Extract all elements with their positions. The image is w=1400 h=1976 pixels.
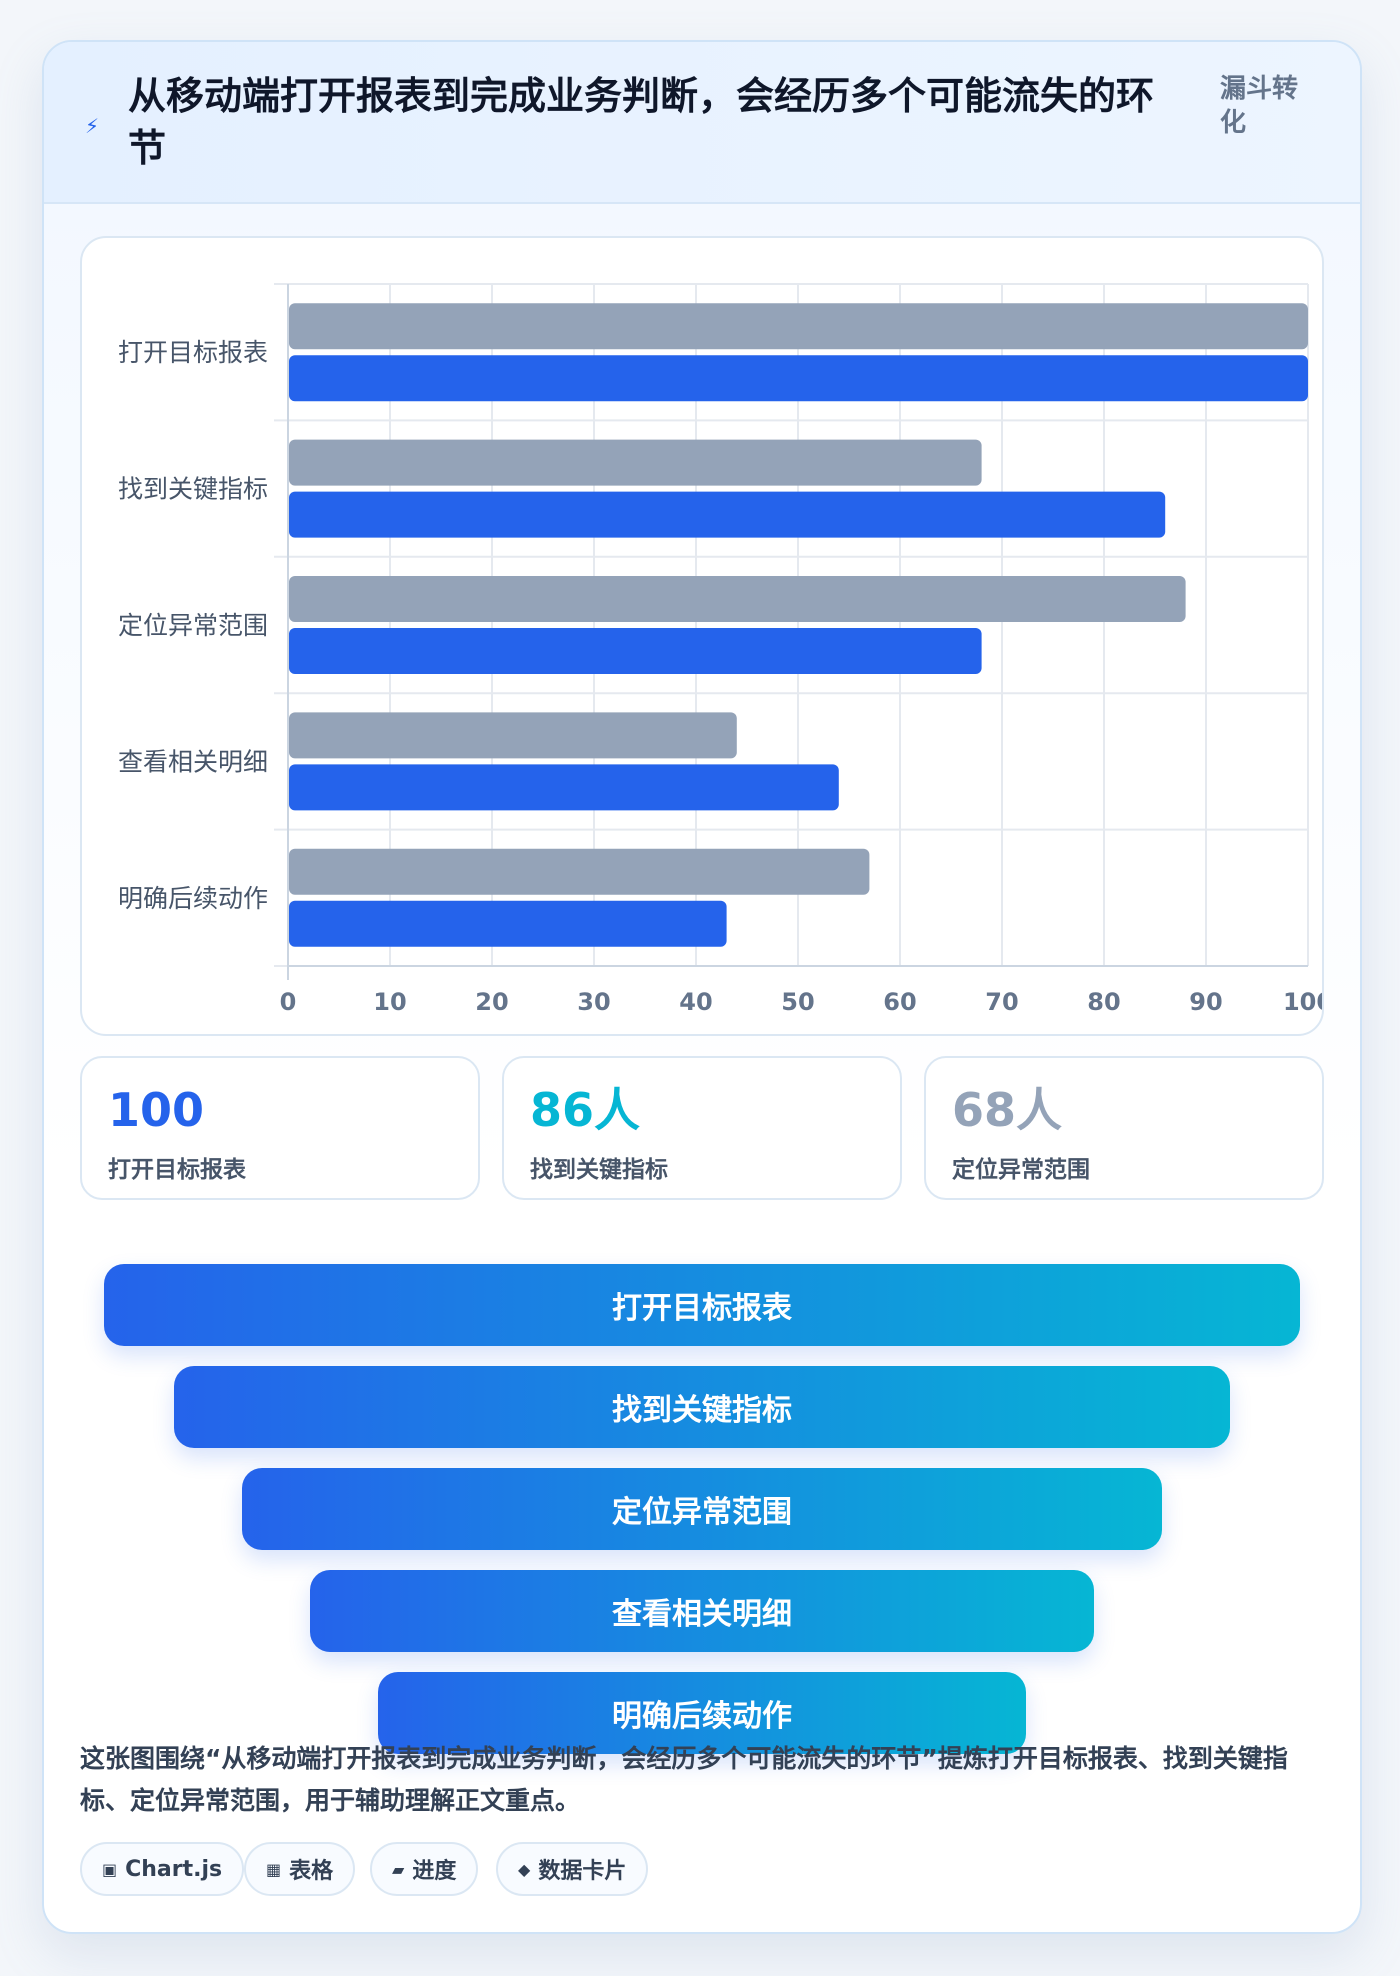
stat-value-1: 100 — [108, 1083, 205, 1137]
x-tick-label-3: 30 — [577, 988, 610, 1016]
chip-label: Chart.js — [125, 1856, 223, 1882]
category-label-2: 找到关键指标 — [118, 475, 268, 504]
bar-series1-5 — [289, 848, 870, 895]
stat-card-2: 86人 找到关键指标 — [502, 1056, 902, 1200]
category-label-1: 打开目标报表 — [118, 338, 268, 367]
bar-series1-3 — [289, 576, 1186, 622]
funnel-stage-2: 找到关键指标 — [174, 1366, 1230, 1448]
stat-card-3: 68人 定位异常范围 — [924, 1056, 1324, 1200]
stat-label-1: 打开目标报表 — [108, 1157, 246, 1183]
funnel-stage-3: 定位异常范围 — [242, 1468, 1162, 1550]
category-label-4: 查看相关明细 — [118, 747, 268, 776]
bar-series2-4 — [289, 764, 839, 811]
chart-panel: 打开目标报表 找到关键指标 定位异常范围 查看相关明细 明确后续动作 0 10 20 30 40 5… — [80, 236, 1324, 1036]
chip-progress[interactable]: ▰ 进度 — [370, 1842, 479, 1896]
x-tick-label-4: 40 — [679, 988, 712, 1016]
x-tick-label-8: 80 — [1087, 988, 1120, 1016]
chip-label: 数据卡片 — [538, 1859, 627, 1884]
diamond-icon: ◆ — [518, 1859, 531, 1879]
bar-series2-3 — [289, 628, 982, 674]
lightning-icon: ⚡ — [84, 114, 100, 138]
stat-value-3: 68人 — [952, 1083, 1063, 1137]
x-tick-label-9: 90 — [1189, 988, 1222, 1016]
tech-chips: ▣ Chart.js ▦ 表格 ▰ 进度 ◆ 数据卡片 — [80, 1842, 1320, 1902]
category-tag: 漏斗转化 — [1220, 74, 1299, 138]
table-icon: ▦ — [266, 1859, 282, 1879]
chart-icon: ▣ — [102, 1859, 118, 1879]
chip-table[interactable]: ▦ 表格 — [244, 1842, 356, 1896]
x-tick-label-1: 10 — [373, 988, 406, 1016]
progress-icon: ▰ — [392, 1859, 405, 1879]
funnel-stage-4: 查看相关明细 — [310, 1570, 1094, 1652]
chart-description: 这张图围绕“从移动端打开报表到完成业务判断，会经历多个可能流失的环节”提炼打开目… — [80, 1744, 1288, 1815]
stat-value-2: 86人 — [530, 1083, 641, 1137]
category-label-3: 定位异常范围 — [118, 611, 268, 640]
x-tick-label-10: 100 — [1283, 988, 1322, 1016]
bar-series2-5 — [289, 900, 727, 947]
bar-series2-1 — [289, 355, 1308, 402]
report-card: ⚡ 从移动端打开报表到完成业务判断，会经历多个可能流失的环节 漏斗转化 打开目标… — [42, 40, 1362, 1934]
x-tick-label-5: 50 — [781, 988, 814, 1016]
x-tick-label-2: 20 — [475, 988, 508, 1016]
funnel-stages: 打开目标报表 找到关键指标 定位异常范围 查看相关明细 明确后续动作 — [44, 1222, 1360, 1754]
chip-data-card[interactable]: ◆ 数据卡片 — [496, 1842, 649, 1896]
stat-cards: 100 打开目标报表 86人 找到关键指标 68人 定位异常范围 — [80, 1056, 1324, 1200]
page-title: 从移动端打开报表到完成业务判断，会经历多个可能流失的环节 — [128, 74, 1155, 170]
x-tick-label-6: 60 — [883, 988, 916, 1016]
funnel-stage-1: 打开目标报表 — [104, 1264, 1300, 1346]
chip-label: 进度 — [412, 1859, 457, 1884]
card-header: ⚡ 从移动端打开报表到完成业务判断，会经历多个可能流失的环节 漏斗转化 — [44, 42, 1360, 204]
bar-series1-1 — [289, 303, 1308, 350]
bar-series1-2 — [289, 439, 982, 486]
chip-chartjs[interactable]: ▣ Chart.js — [80, 1842, 245, 1896]
x-tick-label-7: 70 — [985, 988, 1018, 1016]
chip-label: 表格 — [289, 1859, 334, 1884]
category-label-5: 明确后续动作 — [118, 884, 268, 913]
stat-card-1: 100 打开目标报表 — [80, 1056, 480, 1200]
bar-series2-2 — [289, 491, 1166, 538]
funnel-stage-5: 明确后续动作 — [378, 1672, 1026, 1754]
x-tick-label-0: 0 — [280, 988, 297, 1016]
stat-label-3: 定位异常范围 — [952, 1157, 1090, 1183]
stat-label-2: 找到关键指标 — [530, 1157, 668, 1183]
bar-series1-4 — [289, 712, 737, 759]
